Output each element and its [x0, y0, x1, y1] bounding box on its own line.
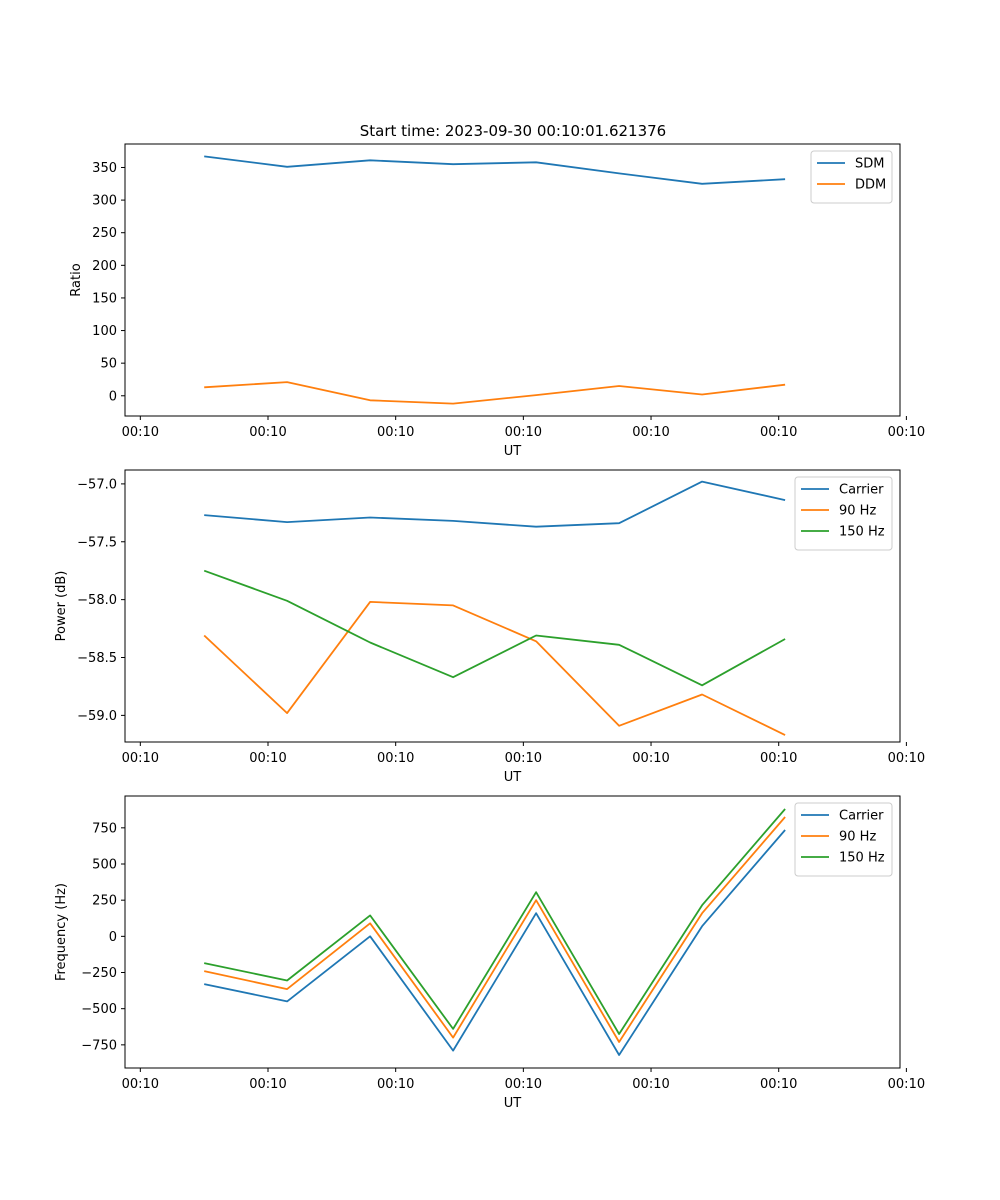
- y-axis-label: Ratio: [69, 263, 84, 296]
- x-tick-label: 00:10: [377, 425, 414, 440]
- y-tick-label: −500: [81, 1002, 117, 1017]
- series-line-90-hz: [204, 816, 786, 1043]
- axes-frame: [124, 795, 901, 1069]
- legend-label: 150 Hz: [839, 851, 885, 866]
- x-tick-label: 00:10: [122, 1077, 159, 1092]
- y-tick-label: 250: [92, 894, 117, 909]
- figure-title: Start time: 2023-09-30 00:10:01.621376: [360, 122, 666, 140]
- legend-label: 90 Hz: [839, 504, 876, 519]
- x-tick-label: 00:10: [632, 425, 669, 440]
- x-tick-label: 00:10: [760, 1077, 797, 1092]
- y-tick-label: −58.0: [77, 593, 117, 608]
- legend: SDM DDM: [810, 150, 893, 204]
- legend: Carrier 90 Hz 150 Hz: [794, 476, 893, 551]
- series-line-sdm: [204, 155, 786, 185]
- chart-panel-1: 00:1000:1000:1000:1000:1000:1000:1000:11…: [69, 143, 925, 459]
- x-tick-label: 00:10: [888, 751, 925, 766]
- y-tick-label: −250: [81, 966, 117, 981]
- x-tick-label: 00:10: [377, 1077, 414, 1092]
- legend-label: 90 Hz: [839, 830, 876, 845]
- y-tick-label: 150: [92, 291, 117, 306]
- x-tick-label: 00:10: [249, 425, 286, 440]
- chart-panel-2: 00:1000:1000:1000:1000:1000:1000:1000:11…: [54, 469, 925, 785]
- y-tick-label: 100: [92, 324, 117, 339]
- x-tick-label: 00:10: [760, 751, 797, 766]
- x-tick-label: 00:10: [632, 751, 669, 766]
- y-tick-label: −57.5: [77, 535, 117, 550]
- y-tick-label: 350: [92, 161, 117, 176]
- x-tick-label: 00:10: [505, 1077, 542, 1092]
- y-tick-label: 200: [92, 259, 117, 274]
- chart-panel-3: 00:1000:1000:1000:1000:1000:1000:1000:11…: [54, 795, 925, 1111]
- x-tick-label: 00:10: [888, 1077, 925, 1092]
- y-axis-label: Power (dB): [54, 571, 69, 642]
- x-axis-label: UT: [504, 444, 522, 459]
- legend-box: [810, 150, 893, 204]
- series-line-carrier: [204, 829, 786, 1056]
- legend: Carrier 90 Hz 150 Hz: [794, 802, 893, 877]
- series-line-ddm: [204, 381, 786, 405]
- y-axis-label: Frequency (Hz): [54, 883, 69, 981]
- y-tick-label: −750: [81, 1038, 117, 1053]
- legend-label: 150 Hz: [839, 525, 885, 540]
- y-tick-label: −57.0: [77, 477, 117, 492]
- y-tick-label: 0: [109, 389, 117, 404]
- y-tick-label: 0: [109, 930, 117, 945]
- legend-label: DDM: [855, 178, 886, 193]
- x-tick-label: 00:10: [505, 425, 542, 440]
- y-tick-label: 250: [92, 226, 117, 241]
- y-tick-label: 300: [92, 194, 117, 209]
- x-tick-label: 00:10: [249, 1077, 286, 1092]
- y-tick-label: 500: [92, 858, 117, 873]
- y-tick-label: 750: [92, 821, 117, 836]
- x-axis-label: UT: [504, 770, 522, 785]
- y-tick-label: −59.0: [77, 709, 117, 724]
- series-line-150-hz: [204, 808, 786, 1035]
- series-line-150-hz: [203, 569, 786, 687]
- series-line-90-hz: [203, 601, 786, 736]
- x-tick-label: 00:10: [377, 751, 414, 766]
- y-tick-label: 50: [100, 357, 117, 372]
- series-line-carrier: [204, 480, 786, 528]
- legend-label: SDM: [855, 157, 884, 172]
- x-tick-label: 00:10: [249, 751, 286, 766]
- x-tick-label: 00:10: [760, 425, 797, 440]
- x-tick-label: 00:10: [122, 425, 159, 440]
- x-tick-label: 00:10: [888, 425, 925, 440]
- x-tick-label: 00:10: [632, 1077, 669, 1092]
- x-axis-label: UT: [504, 1096, 522, 1111]
- axes-frame: [124, 143, 901, 417]
- legend-label: Carrier: [839, 809, 884, 824]
- legend-label: Carrier: [839, 483, 884, 498]
- x-tick-label: 00:10: [505, 751, 542, 766]
- axes-frame: [124, 469, 901, 743]
- x-tick-label: 00:10: [122, 751, 159, 766]
- y-tick-label: −58.5: [77, 651, 117, 666]
